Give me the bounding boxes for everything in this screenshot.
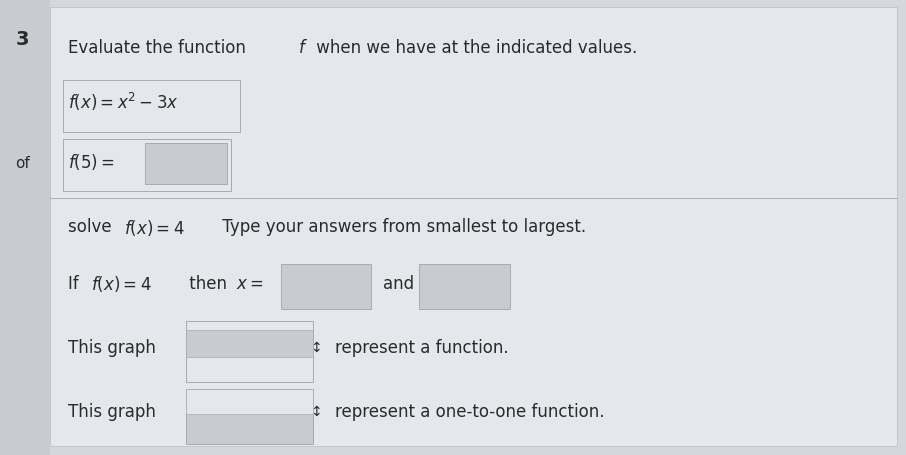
Text: $f(x) = 4$: $f(x) = 4$ (124, 217, 185, 238)
Text: f: f (299, 39, 304, 57)
Text: 3: 3 (16, 30, 29, 49)
FancyBboxPatch shape (186, 389, 313, 444)
FancyBboxPatch shape (281, 264, 371, 309)
FancyBboxPatch shape (63, 139, 231, 191)
Text: This graph: This graph (68, 403, 156, 421)
Text: then: then (184, 275, 232, 293)
Text: Evaluate the function: Evaluate the function (68, 39, 251, 57)
FancyBboxPatch shape (186, 389, 313, 414)
Text: $f(5) =$: $f(5) =$ (68, 152, 115, 172)
Text: represent a function.: represent a function. (335, 339, 509, 357)
FancyBboxPatch shape (50, 7, 897, 446)
Text: when we have at the indicated values.: when we have at the indicated values. (311, 39, 637, 57)
Text: and: and (383, 275, 414, 293)
Text: If: If (68, 275, 84, 293)
FancyBboxPatch shape (186, 321, 313, 382)
Text: solve: solve (68, 218, 117, 237)
Text: $f(x) = x^2 - 3x$: $f(x) = x^2 - 3x$ (68, 91, 178, 113)
Text: Type your answers from smallest to largest.: Type your answers from smallest to large… (217, 218, 586, 237)
Text: This graph: This graph (68, 339, 156, 357)
FancyBboxPatch shape (0, 0, 50, 455)
FancyBboxPatch shape (186, 330, 313, 357)
Text: $f(x) = 4$: $f(x) = 4$ (91, 274, 151, 294)
FancyBboxPatch shape (63, 80, 240, 132)
Text: ↕: ↕ (311, 341, 322, 355)
Text: $x =$: $x =$ (236, 275, 264, 293)
Text: represent a one-to-one function.: represent a one-to-one function. (335, 403, 604, 421)
FancyBboxPatch shape (419, 264, 510, 309)
FancyBboxPatch shape (145, 143, 226, 184)
Text: ↕: ↕ (311, 405, 322, 419)
Text: of: of (15, 157, 30, 171)
